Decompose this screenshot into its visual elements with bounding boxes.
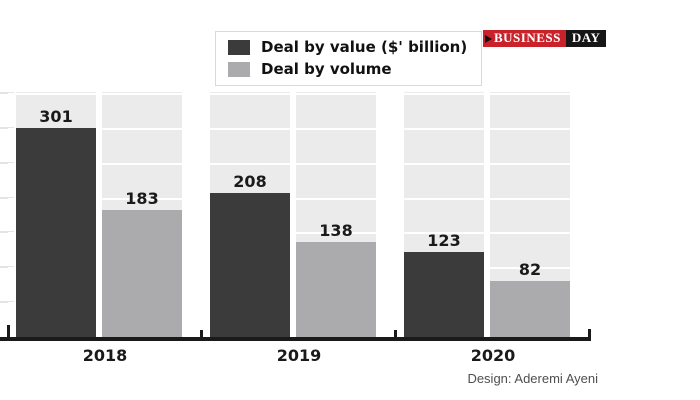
y-axis-tick xyxy=(0,266,14,269)
x-axis-label-2018: 2018 xyxy=(82,346,128,365)
legend: Deal by value ($' billion) Deal by volum… xyxy=(215,31,483,86)
y-axis-tick xyxy=(0,161,14,164)
logo-business-text: BUSINESS xyxy=(483,30,566,47)
bar-group-2019: 208 138 xyxy=(202,92,396,338)
value-bar-2018 xyxy=(16,128,96,338)
value-bar-2020 xyxy=(404,252,484,338)
bar-group-2018: 301 183 xyxy=(8,92,202,338)
x-axis-line xyxy=(0,337,591,341)
volume-bar-2019 xyxy=(296,241,376,338)
x-axis-tick xyxy=(588,329,591,338)
y-axis-tick xyxy=(0,231,14,234)
bar-value-label: 183 xyxy=(125,189,159,209)
gridline xyxy=(8,232,590,235)
x-axis-label-2020: 2020 xyxy=(470,346,516,365)
x-axis-tick xyxy=(394,330,397,338)
volume-bar-2018 xyxy=(102,210,182,338)
gridline xyxy=(8,93,590,96)
logo-day-text: DAY xyxy=(565,30,607,47)
x-axis-tick xyxy=(200,330,203,338)
businessday-logo: BUSINESS DAY xyxy=(483,30,607,47)
legend-swatch-value-icon xyxy=(228,40,250,55)
volume-bar-2020 xyxy=(490,280,570,338)
logo-arrow-icon xyxy=(485,34,492,43)
legend-label-volume: Deal by volume xyxy=(261,60,392,78)
x-axis-tick xyxy=(7,325,10,338)
bar-value-label: 82 xyxy=(518,259,542,279)
gridline xyxy=(8,162,590,165)
legend-label-value: Deal by value ($' billion) xyxy=(261,38,468,56)
legend-item-volume: Deal by volume xyxy=(228,61,467,78)
y-axis-tick xyxy=(0,301,14,304)
y-axis-tick xyxy=(0,126,14,129)
legend-item-value: Deal by value ($' billion) xyxy=(228,39,467,56)
y-axis-tick xyxy=(0,196,14,199)
x-axis-label-2019: 2019 xyxy=(276,346,322,365)
bar-value-label: 123 xyxy=(427,231,461,251)
value-bar-2019 xyxy=(210,193,290,338)
bar-chart-plot-area: 301 183 208 138 123 82 xyxy=(8,92,590,338)
bar-value-label: 301 xyxy=(39,107,73,127)
y-axis-tick xyxy=(0,92,14,95)
legend-swatch-volume-icon xyxy=(228,62,250,77)
design-credit: Design: Aderemi Ayeni xyxy=(467,371,598,386)
gridline xyxy=(8,197,590,200)
bar-value-label: 208 xyxy=(233,172,267,192)
gridline xyxy=(8,127,590,130)
bar-group-2020: 123 82 xyxy=(396,92,590,338)
bar-value-label: 138 xyxy=(319,220,353,240)
